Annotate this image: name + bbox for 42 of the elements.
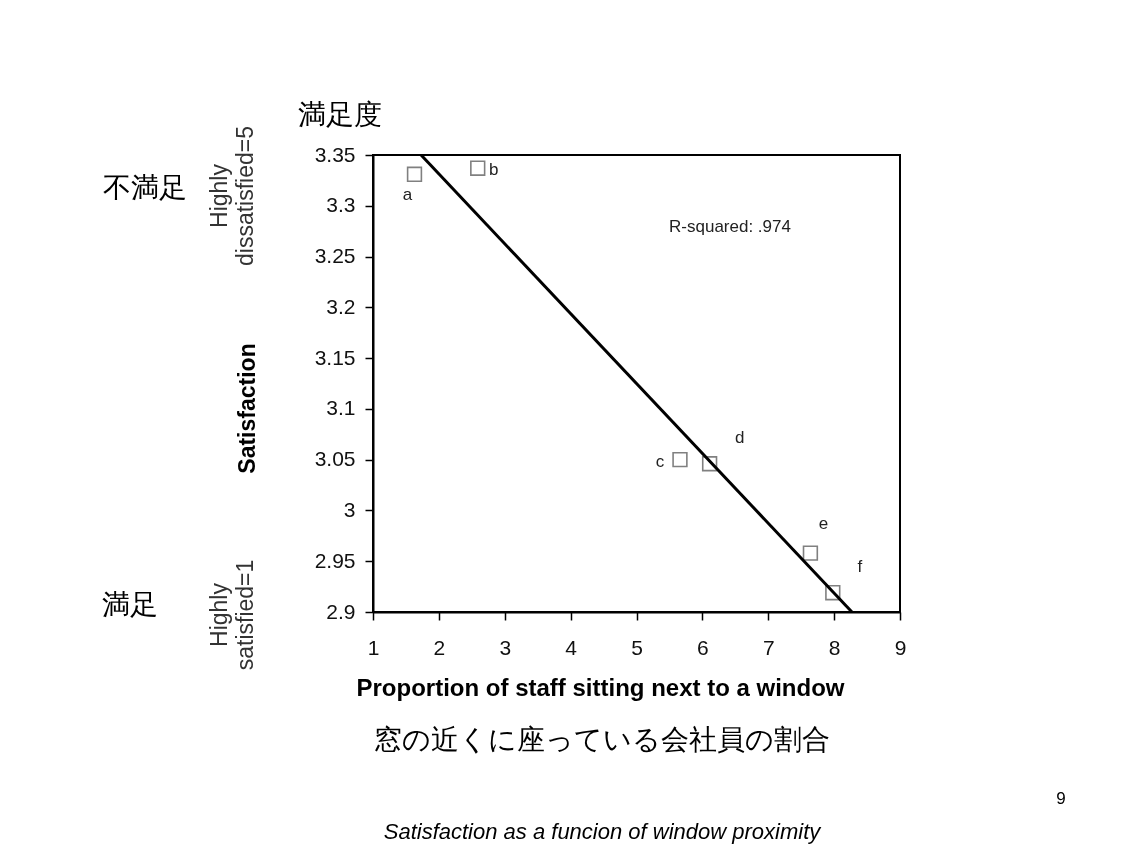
y-tick-label: 3.1 (326, 396, 356, 420)
point (672, 451, 688, 468)
point (802, 545, 819, 561)
x-tick-label: 1 (367, 635, 380, 659)
x-tick-label: 6 (697, 635, 709, 659)
y-tick-label: 3.3 (326, 193, 356, 217)
point (825, 585, 841, 601)
y-tick-label: 2.9 (326, 599, 356, 623)
y-tick-label: 3.25 (314, 244, 356, 268)
x-tick-label: 5 (631, 635, 643, 659)
text: 9 (1056, 789, 1066, 808)
text: Satisfaction as a funcion of window proximity (383, 819, 823, 844)
x-tick-label: 3 (499, 635, 512, 659)
annotation: a (402, 185, 413, 205)
text: Highly satisfied=1 (206, 559, 259, 671)
y-tick-label: 3.35 (314, 142, 356, 166)
annotation: d (734, 427, 745, 447)
y-tick-label: 2.95 (314, 548, 356, 572)
annotation: R-squared: .974 (669, 217, 791, 236)
x-tick-label: 9 (894, 635, 907, 659)
x-tick-label: 8 (828, 635, 841, 659)
y-tick-label: 3.2 (326, 294, 356, 318)
text: Highly dissatisfied=5 (206, 126, 259, 266)
y-tick-label: 3.05 (314, 447, 356, 471)
x-axis-title: Proportion of staff sitting next to a window (356, 673, 845, 701)
annotation: b (489, 160, 499, 180)
text: 満足 (102, 589, 158, 620)
text: 満足度 (298, 99, 382, 130)
x-tick-label: 7 (762, 635, 775, 659)
y-tick-label: 3 (343, 497, 356, 521)
x-tick-label: 4 (565, 635, 578, 659)
annotation: f (857, 556, 863, 576)
text: 窓の近くに座っている会社員の割合 (374, 724, 830, 755)
annotation: c (655, 451, 665, 471)
x-tick-label: 2 (433, 635, 446, 659)
point (470, 160, 486, 176)
point (701, 456, 718, 472)
annotation: e (818, 514, 829, 534)
text: 不満足 (103, 172, 187, 203)
y-tick-label: 3.15 (314, 345, 356, 369)
point (406, 166, 423, 182)
y-axis-title: Satisfaction (233, 343, 260, 474)
